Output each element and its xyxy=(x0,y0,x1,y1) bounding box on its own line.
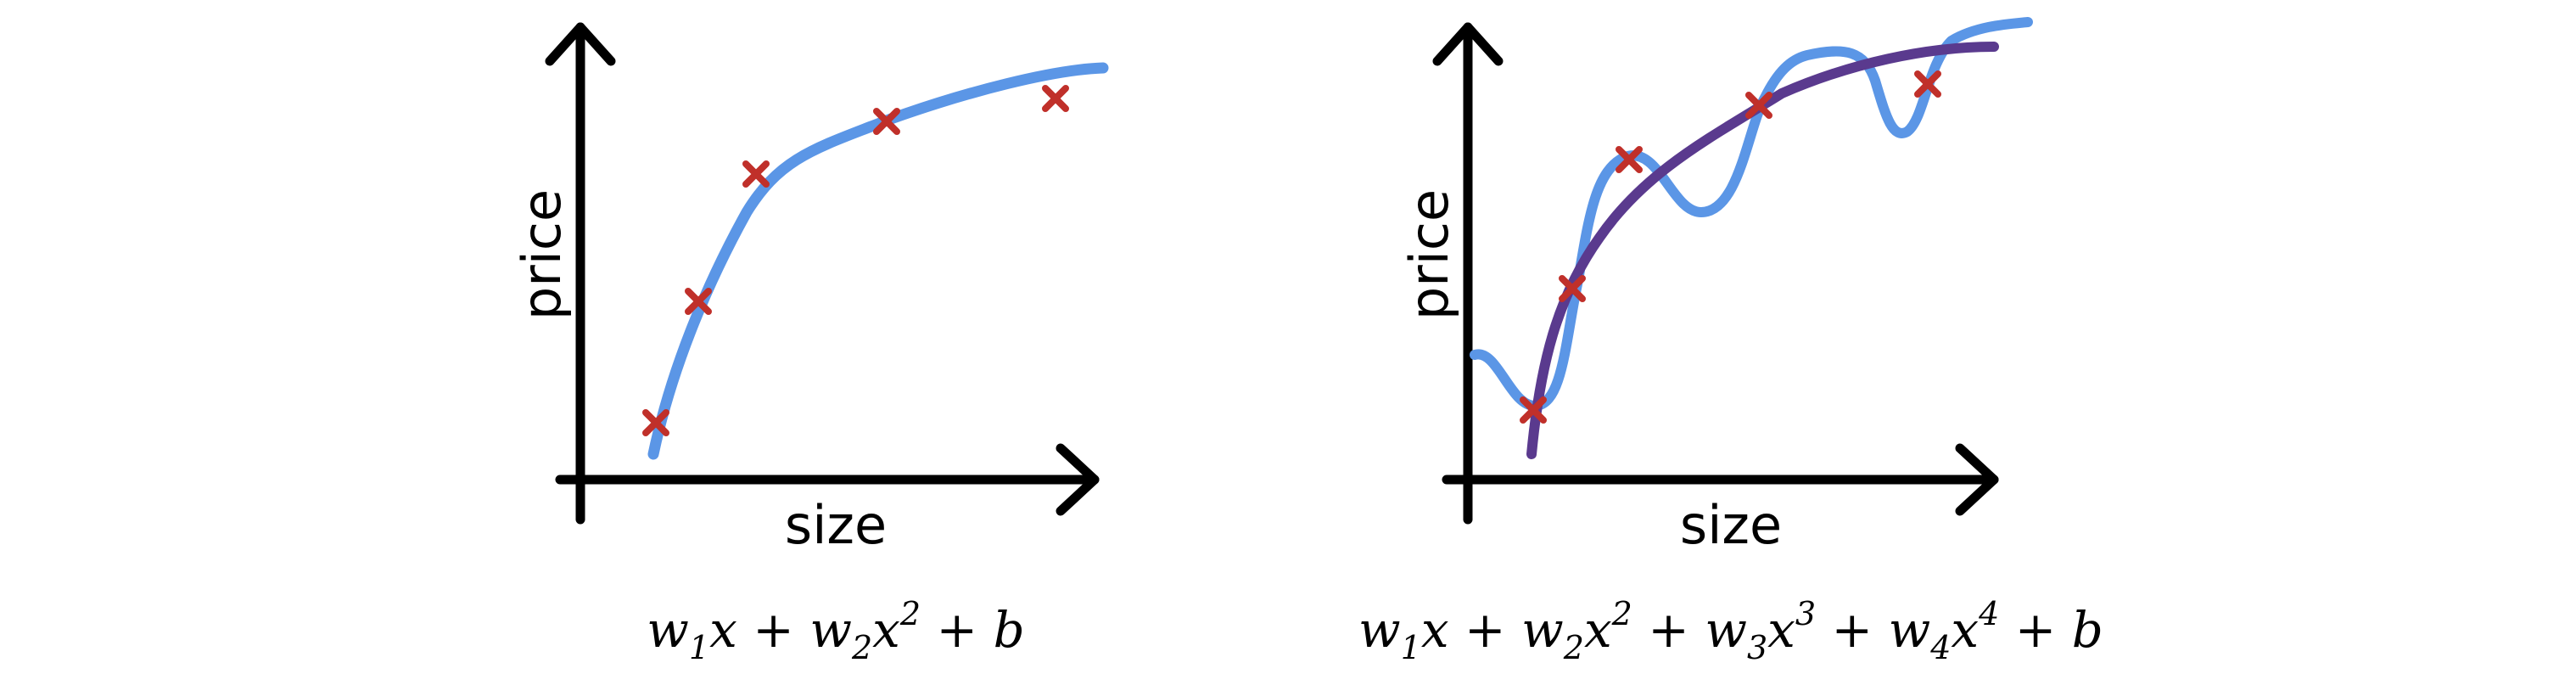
right-x-axis-arrowhead xyxy=(1955,443,1999,516)
data-marker xyxy=(873,108,900,135)
data-marker xyxy=(1520,396,1547,424)
data-marker xyxy=(1559,275,1586,302)
right-formula-term: b xyxy=(2072,601,2103,659)
data-marker xyxy=(1914,70,1941,98)
right-overfit-curve xyxy=(1470,17,2033,411)
right-formula-term: 2 xyxy=(1563,629,1584,666)
right-formula-term: 4 xyxy=(1929,629,1951,666)
right-y-axis xyxy=(1432,22,1504,525)
right-x-axis-label: size xyxy=(1680,494,1782,556)
right-formula-term: + xyxy=(1999,601,2071,659)
right-formula-term: + xyxy=(1449,601,1521,659)
right-formula-term: x xyxy=(1421,601,1449,659)
right-formula-term: x xyxy=(1767,601,1795,659)
left-formula-term: 2 xyxy=(899,595,921,632)
left-formula-term: + xyxy=(921,601,993,659)
right-y-axis-label: price xyxy=(1398,189,1460,320)
left-formula-term: w xyxy=(809,601,852,659)
right-data-markers xyxy=(1520,70,1941,424)
right-formula-term: 3 xyxy=(1795,595,1816,632)
right-formula-term: 1 xyxy=(1401,629,1421,666)
data-marker xyxy=(1745,92,1772,119)
right-formula-term: + xyxy=(1816,601,1888,659)
left-fit-curve xyxy=(647,62,1109,460)
left-formula-term: x xyxy=(872,601,900,659)
left-formula-term: + xyxy=(737,601,809,659)
left-formula-term: 1 xyxy=(689,629,709,666)
data-marker xyxy=(742,160,770,188)
left-y-axis-arrowhead xyxy=(545,22,616,66)
right-formula-term: w xyxy=(1705,601,1747,659)
right-formula-term: x xyxy=(1951,601,1979,659)
left-data-markers xyxy=(642,85,1069,436)
right-formula-term: 2 xyxy=(1611,595,1632,632)
right-x-axis xyxy=(1442,443,1999,516)
left-x-axis-arrowhead xyxy=(1056,443,1100,516)
left-panel: price size w1x + w2x2 + b xyxy=(511,22,1109,666)
right-panel: price size w1x + w2x2 + w3x3 + w4x4 + b xyxy=(1358,17,2103,666)
right-formula-term: w xyxy=(1521,601,1564,659)
right-smooth-curve xyxy=(1526,42,1999,459)
data-marker xyxy=(1616,146,1643,173)
left-formula-term: 2 xyxy=(851,629,872,666)
right-formula: w1x + w2x2 + w3x3 + w4x4 + b xyxy=(1358,595,2103,666)
right-formula-term: 3 xyxy=(1747,629,1767,666)
left-y-axis xyxy=(545,22,616,525)
right-formula-term: w xyxy=(1889,601,1931,659)
right-formula-term: + xyxy=(1632,601,1705,659)
left-formula-term: x xyxy=(709,601,737,659)
left-x-axis-label: size xyxy=(785,494,887,556)
data-marker xyxy=(685,288,712,315)
data-marker xyxy=(642,409,669,436)
left-x-axis xyxy=(555,443,1100,516)
right-formula-term: w xyxy=(1358,601,1401,659)
left-formula-term: b xyxy=(994,601,1025,659)
right-y-axis-arrowhead xyxy=(1432,22,1504,66)
left-formula: w1x + w2x2 + b xyxy=(647,595,1024,666)
left-formula-term: w xyxy=(647,601,689,659)
right-formula-term: x xyxy=(1584,601,1612,659)
data-marker xyxy=(1042,85,1069,112)
left-y-axis-label: price xyxy=(511,189,573,320)
right-formula-term: 4 xyxy=(1978,595,1999,632)
